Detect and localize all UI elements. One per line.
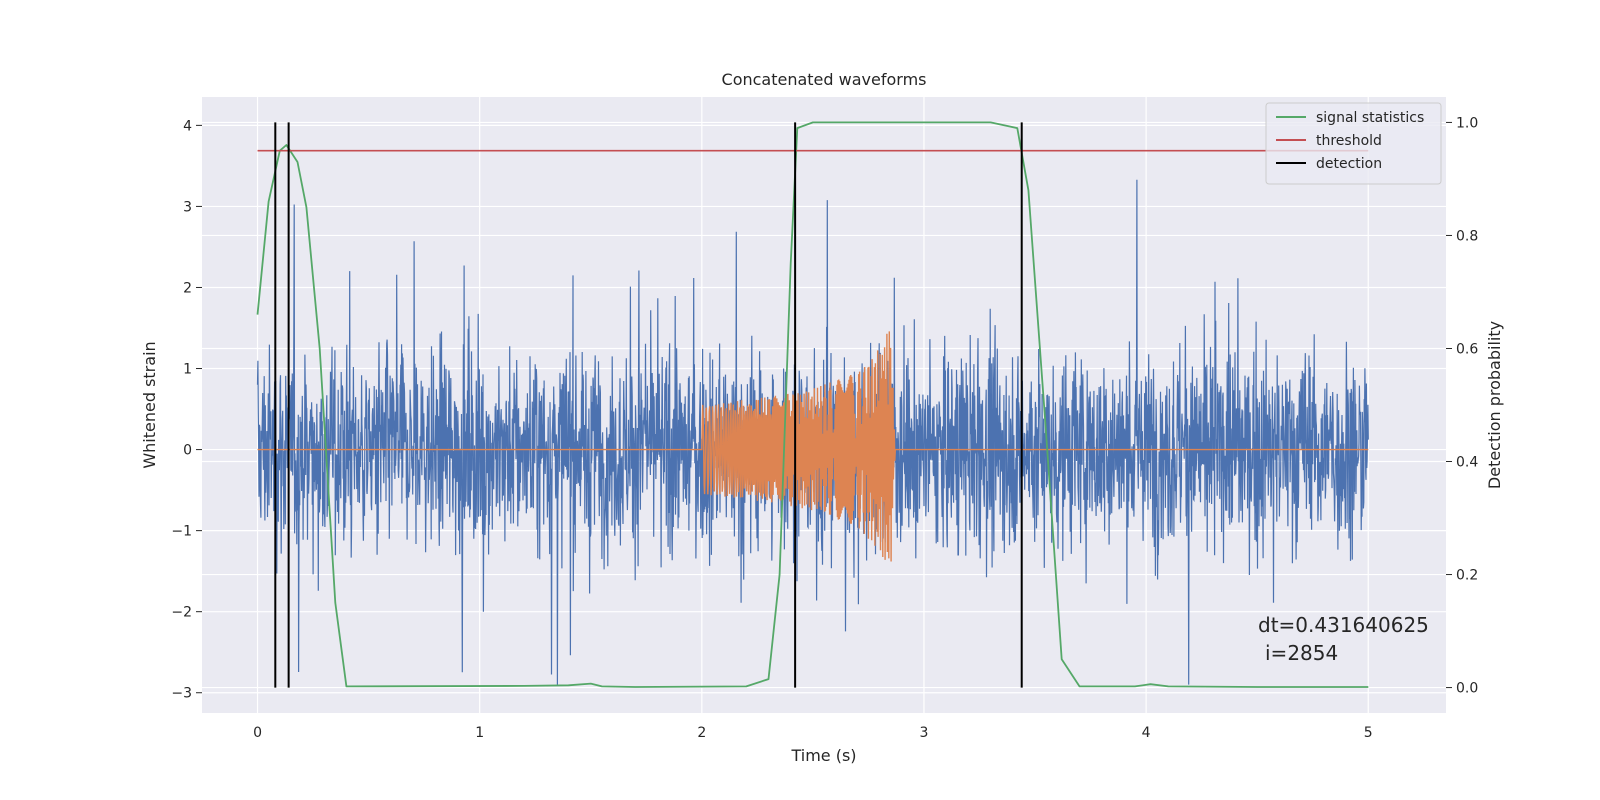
y-tick-label: 2: [183, 280, 192, 296]
y-tick-label: 3: [183, 199, 192, 215]
x-tick-label: 5: [1364, 725, 1373, 741]
axis-ticks: 0 1 2 3 4 5 −3 −2 −1 0 1 2 3 4 0.0 0.2 0.4 0.6 0.8 1.0: [171, 115, 1478, 741]
x-tick-label: 1: [475, 725, 484, 741]
right-y-tick-label: 0.2: [1456, 568, 1478, 584]
right-y-tick-label: 1.0: [1456, 115, 1478, 131]
x-axis-label: Time (s): [790, 746, 856, 765]
right-y-tick-label: 0.8: [1456, 228, 1478, 244]
index-annotation: i=2854: [1265, 641, 1338, 665]
legend-label: signal statistics: [1316, 110, 1424, 126]
y-axis-label: Whitened strain: [140, 341, 159, 468]
y-tick-label: 4: [183, 118, 192, 134]
legend-label: threshold: [1316, 133, 1382, 149]
x-tick-label: 2: [697, 725, 706, 741]
x-tick-label: 0: [253, 725, 262, 741]
injected-waveform-line: [257, 331, 1369, 562]
dt-annotation: dt=0.431640625: [1258, 613, 1429, 637]
right-y-tick-label: 0.4: [1456, 455, 1478, 471]
legend-label: detection: [1316, 156, 1382, 172]
x-tick-label: 4: [1142, 725, 1151, 741]
right-y-tick-label: 0.6: [1456, 341, 1478, 357]
y-tick-label: −1: [171, 524, 192, 540]
x-tick-label: 3: [920, 725, 929, 741]
y-tick-label: −3: [171, 686, 192, 702]
legend: signal statistics threshold detection: [1265, 102, 1442, 185]
signal-statistics-line: [256, 121, 1369, 688]
right-y-tick-label: 0.0: [1456, 681, 1478, 697]
y-tick-label: −2: [171, 605, 192, 621]
chart-title: Concatenated waveforms: [722, 70, 927, 89]
y-tick-label: 1: [183, 362, 192, 378]
chart-marks: [256, 121, 1369, 688]
right-y-axis-label: Detection probability: [1485, 321, 1504, 489]
y-tick-label: 0: [183, 443, 192, 459]
legend-box: [1265, 102, 1442, 185]
